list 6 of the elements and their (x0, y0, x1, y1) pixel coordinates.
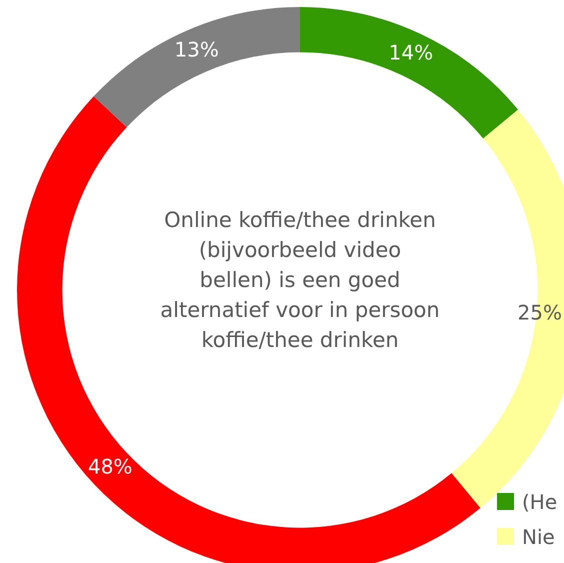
data-label: 14% (388, 40, 434, 65)
text: Online koffie/thee drinken (bijvoorbeeld video bellen) is een goed alternatief voor in persoon koffie/thee drinken (160, 207, 440, 354)
data-label: 48% (88, 454, 132, 478)
legend-label: (He (522, 490, 558, 514)
legend-label: Nie (522, 524, 555, 548)
data-label: 13% (174, 37, 219, 62)
